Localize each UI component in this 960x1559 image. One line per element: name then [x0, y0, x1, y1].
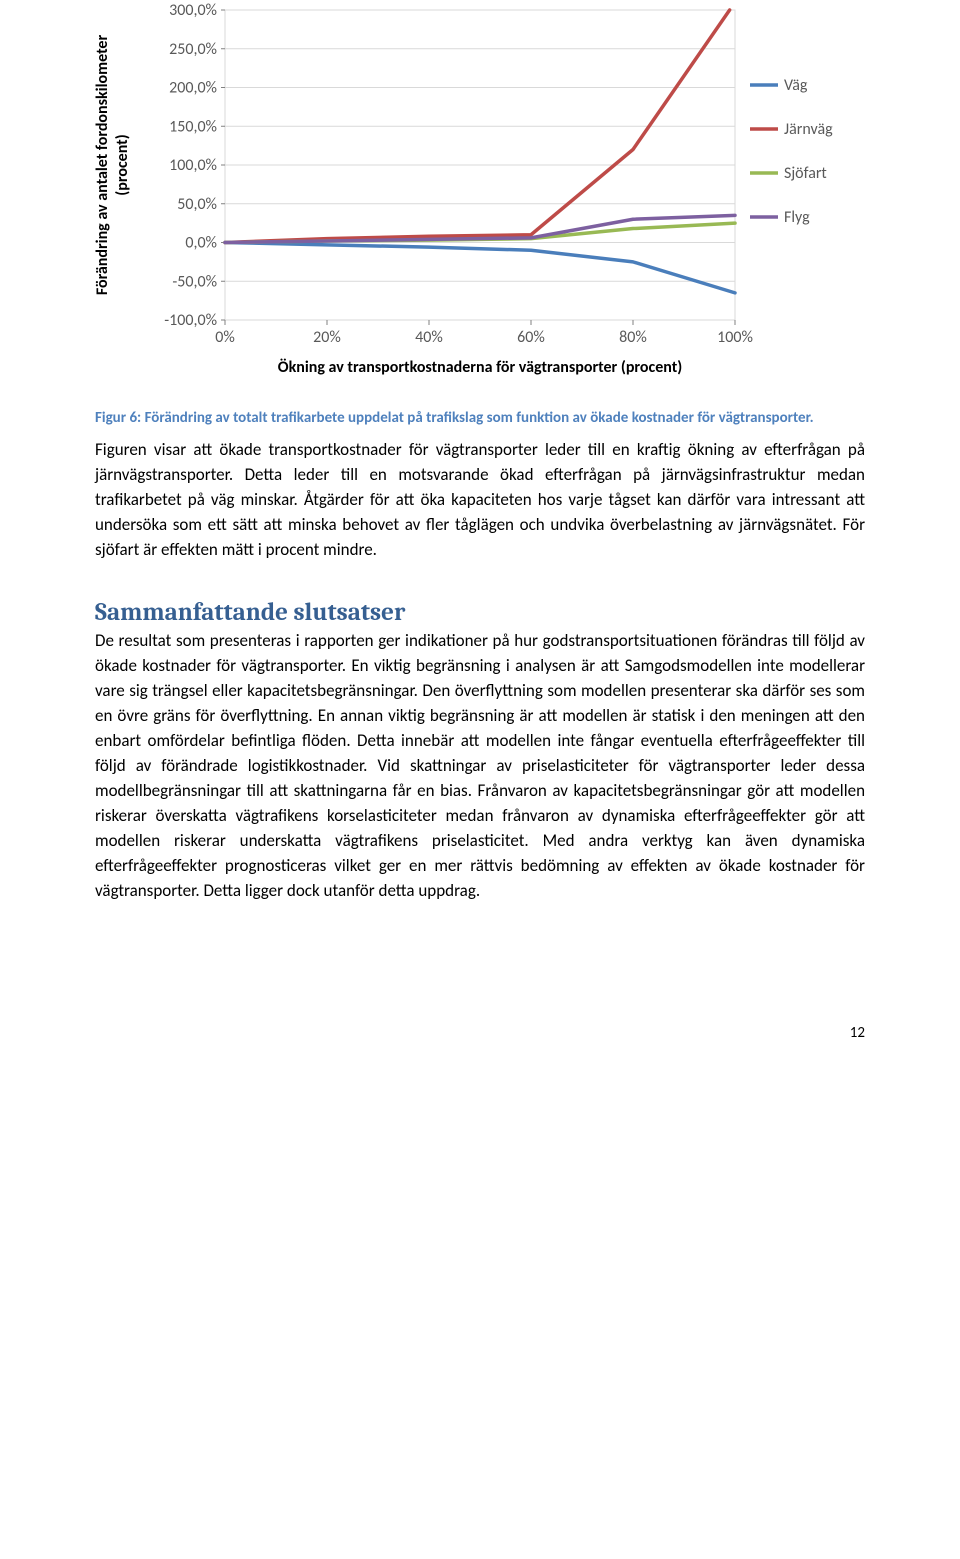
svg-text:-50,0%: -50,0%	[172, 272, 217, 291]
svg-text:200,0%: 200,0%	[169, 79, 217, 98]
svg-text:20%: 20%	[313, 328, 341, 347]
svg-text:300,0%: 300,0%	[169, 1, 217, 20]
section-title: Sammanfattande slutsatser	[95, 598, 865, 627]
page-number: 12	[95, 1024, 865, 1072]
svg-text:80%: 80%	[619, 328, 647, 347]
svg-text:Förändring av antalet fordonsk: Förändring av antalet fordonskilometer	[95, 35, 112, 296]
line-chart: 300,0% 250,0% 200,0% 150,0% 100,0% 50,0% 0,0% -…	[95, 0, 865, 400]
svg-text:0,0%: 0,0%	[185, 234, 217, 253]
paragraph-1: Figuren visar att ökade transportkostnad…	[95, 438, 865, 563]
svg-text:0%: 0%	[215, 328, 235, 347]
svg-text:100,0%: 100,0%	[169, 156, 217, 175]
svg-text:Flyg: Flyg	[784, 208, 810, 227]
svg-text:Väg: Väg	[784, 76, 808, 95]
svg-text:Järnväg: Järnväg	[784, 120, 833, 139]
chart-region: 300,0% 250,0% 200,0% 150,0% 100,0% 50,0% 0,0% -…	[95, 0, 865, 400]
svg-text:250,0%: 250,0%	[169, 40, 217, 59]
svg-text:60%: 60%	[517, 328, 545, 347]
svg-text:50,0%: 50,0%	[177, 195, 217, 214]
figure-caption: Figur 6: Förändring av totalt trafikarbe…	[95, 408, 865, 428]
svg-text:Ökning av transportkostnaderna: Ökning av transportkostnaderna för vägtr…	[278, 358, 682, 377]
svg-text:150,0%: 150,0%	[169, 117, 217, 136]
svg-text:40%: 40%	[415, 328, 443, 347]
svg-text:Sjöfart: Sjöfart	[784, 164, 827, 183]
svg-text:100%: 100%	[717, 328, 753, 347]
svg-text:-100,0%: -100,0%	[164, 311, 217, 330]
paragraph-2: De resultat som presenteras i rapporten …	[95, 629, 865, 904]
svg-text:(procent): (procent)	[113, 134, 132, 195]
